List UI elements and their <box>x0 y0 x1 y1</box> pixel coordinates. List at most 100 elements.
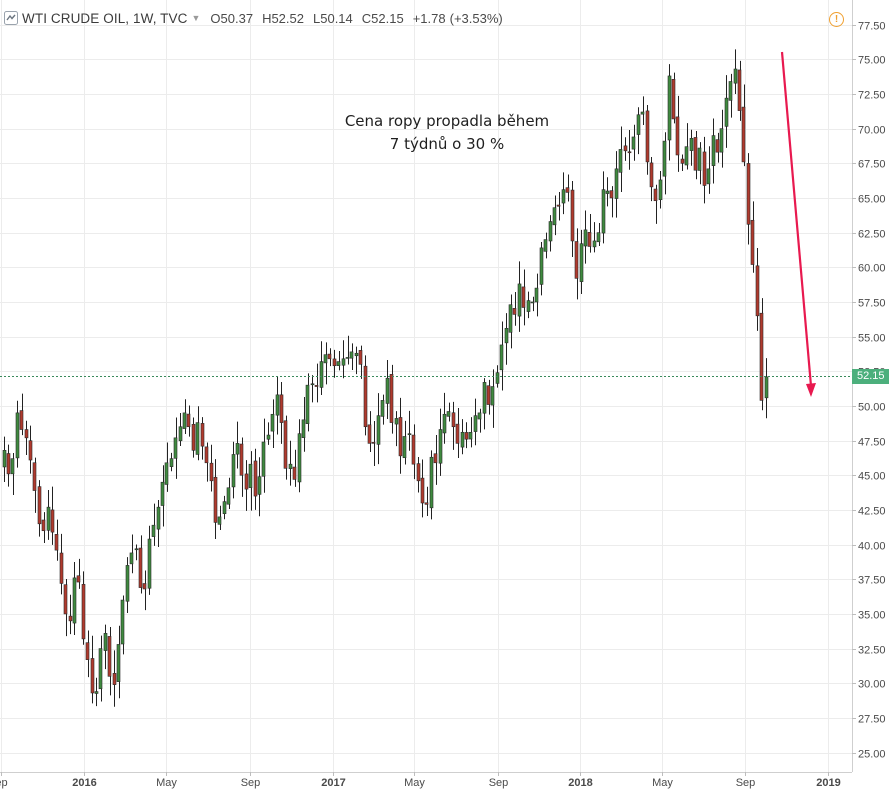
candle <box>191 417 196 458</box>
candle-body <box>28 440 33 461</box>
candle <box>746 153 751 245</box>
annotation-line-2: 7 týdnů o 30 % <box>389 135 505 153</box>
candle-body <box>746 163 751 225</box>
candle <box>305 373 310 432</box>
time-axis[interactable]: ep 2016 May Sep 2017 May Sep 2018 May Sep 2019 <box>0 772 841 789</box>
candle <box>455 408 460 459</box>
caret-down-icon[interactable]: ▼ <box>191 13 201 23</box>
candle <box>46 489 51 540</box>
candle-body <box>120 599 125 645</box>
candle <box>116 625 121 699</box>
candle-body <box>200 423 205 447</box>
candle <box>371 420 376 466</box>
candle <box>389 364 394 434</box>
candlestick-series <box>2 49 769 707</box>
candle-body <box>231 454 236 488</box>
candle <box>120 595 125 655</box>
candle <box>156 500 161 548</box>
candle-body <box>266 434 271 440</box>
candle-body <box>54 534 59 551</box>
candle-body <box>292 466 297 480</box>
candle-body <box>759 312 764 401</box>
candle-body <box>411 434 416 465</box>
candle-body <box>755 265 760 317</box>
candle <box>138 535 143 594</box>
candle <box>460 419 465 455</box>
candle-body <box>552 207 557 226</box>
time-tick-label: 2019 <box>816 777 840 789</box>
candle <box>261 418 266 493</box>
price-tick-label: 45.00 <box>858 471 886 483</box>
candle <box>248 451 253 511</box>
candle <box>548 215 553 252</box>
candle <box>433 434 438 485</box>
candle-body <box>442 413 447 434</box>
candle <box>336 350 341 371</box>
candle <box>530 296 535 312</box>
candle-body <box>570 189 575 242</box>
candle-body <box>596 232 601 243</box>
candle-body <box>499 344 504 371</box>
candle <box>380 394 385 425</box>
candle <box>482 378 487 430</box>
change-value: +1.78 <box>412 10 446 26</box>
candle-body <box>587 232 592 247</box>
candle <box>715 132 720 163</box>
candle-body <box>85 642 90 660</box>
close-value: 52.15 <box>371 10 404 26</box>
candle <box>556 191 561 221</box>
candle-body <box>548 221 553 242</box>
candle <box>239 437 244 497</box>
candle-body <box>345 357 350 359</box>
candle-body <box>186 413 191 428</box>
candle-body <box>191 424 196 451</box>
candle <box>645 104 650 175</box>
candle <box>292 449 297 487</box>
candle-body <box>125 565 130 602</box>
symbol-title[interactable]: WTI CRUDE OIL, 1W, TVC <box>22 10 188 26</box>
candle <box>499 321 504 391</box>
candle-body <box>94 691 99 694</box>
candle <box>671 72 676 124</box>
candle-body <box>733 68 738 84</box>
candle <box>601 171 606 244</box>
candle <box>129 534 134 574</box>
chart-annotation: Cena ropy propadla během 7 týdnů o 30 % <box>318 110 576 156</box>
candle <box>68 594 73 635</box>
candle <box>354 346 359 375</box>
candle-body <box>376 415 381 445</box>
candle-body <box>129 552 134 565</box>
candle-body <box>239 443 244 476</box>
candle <box>719 109 724 168</box>
exclamation-circle-icon[interactable]: ! <box>829 12 844 27</box>
candle-body <box>112 673 117 685</box>
candle <box>579 229 584 294</box>
candle <box>662 132 667 195</box>
candle-body <box>297 433 302 483</box>
candle <box>98 635 103 702</box>
candle <box>539 241 544 296</box>
candle-body <box>420 477 425 504</box>
candle-body <box>46 506 51 531</box>
candle <box>680 154 685 172</box>
candle <box>15 400 20 468</box>
candle-body <box>460 431 465 448</box>
candle <box>204 442 209 482</box>
candle-body <box>142 583 147 590</box>
candle-body <box>217 516 222 525</box>
candle-body <box>367 424 372 444</box>
candle <box>728 73 733 118</box>
candle-body <box>407 433 412 436</box>
candle <box>552 195 557 236</box>
price-axis[interactable]: 25.00 27.50 30.00 32.50 35.00 37.50 40.00 42.50… <box>852 21 886 761</box>
candle <box>288 440 293 486</box>
candle <box>711 118 716 184</box>
candle-body <box>715 139 720 153</box>
candle-body <box>583 229 588 247</box>
price-tick-label: 27.50 <box>858 714 886 726</box>
candle-body <box>482 382 487 414</box>
candle-body <box>244 473 249 490</box>
price-tick-label: 57.50 <box>858 298 886 310</box>
candle-body <box>253 460 258 497</box>
